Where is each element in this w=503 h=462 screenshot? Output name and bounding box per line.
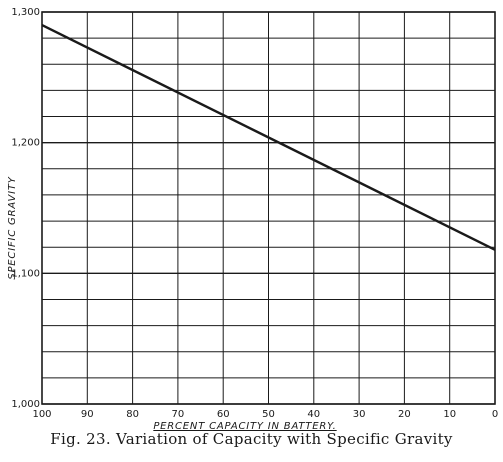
y-tick-label: 1,300 bbox=[11, 7, 40, 18]
x-tick-label: 70 bbox=[172, 409, 185, 420]
x-tick-labels: 100 90 80 70 60 50 40 30 20 10 0 bbox=[32, 409, 498, 420]
x-axis-label: PERCENT CAPACITY IN BATTERY. bbox=[153, 421, 336, 432]
x-tick-label: 10 bbox=[443, 409, 456, 420]
x-tick-label: 30 bbox=[353, 409, 366, 420]
x-tick-label: 90 bbox=[81, 409, 94, 420]
x-tick-label: 20 bbox=[398, 409, 411, 420]
figure-caption: Fig. 23. Variation of Capacity with Spec… bbox=[50, 430, 453, 448]
y-tick-label: 1,000 bbox=[11, 399, 40, 410]
x-tick-label: 50 bbox=[262, 409, 275, 420]
grid-lines bbox=[41, 11, 496, 405]
plot-frame bbox=[41, 11, 496, 405]
x-tick-label: 40 bbox=[307, 409, 320, 420]
series-group bbox=[41, 23, 496, 251]
x-tick-label: 100 bbox=[32, 409, 51, 420]
y-axis-label: SPECIFIC GRAVITY bbox=[7, 176, 18, 279]
y-tick-label: 1,100 bbox=[11, 268, 40, 279]
x-tick-label: 0 bbox=[492, 409, 498, 420]
y-tick-label: 1,200 bbox=[11, 138, 40, 149]
x-tick-label: 80 bbox=[126, 409, 139, 420]
series-line bbox=[41, 23, 496, 251]
y-tick-labels: 1,000 1,100 1,200 1,300 bbox=[11, 7, 40, 410]
x-tick-label: 60 bbox=[217, 409, 230, 420]
